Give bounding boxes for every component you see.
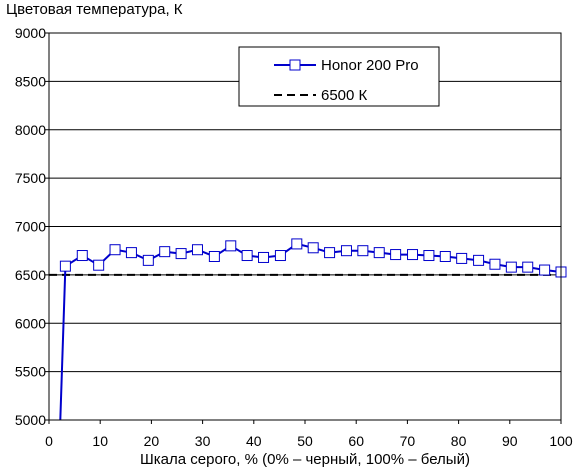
- y-tick-label: 8000: [15, 122, 46, 138]
- data-point-honor-200-pro: [357, 245, 369, 257]
- y-tick-label: 5000: [15, 412, 46, 428]
- data-point-honor-200-pro: [324, 247, 336, 259]
- data-point-honor-200-pro: [125, 247, 137, 259]
- x-tick-label: 90: [502, 433, 518, 449]
- data-point-honor-200-pro: [439, 250, 451, 262]
- data-point-honor-200-pro: [241, 250, 253, 262]
- data-point-honor-200-pro: [59, 260, 71, 272]
- y-axis-tick-labels: 5000 5500 6000 6500 7000 7500 8000 8500 9000: [15, 25, 46, 428]
- data-point-honor-200-pro: [522, 261, 534, 273]
- legend-box: [238, 46, 440, 107]
- data-point-honor-200-pro: [307, 242, 319, 254]
- x-tick-label: 60: [348, 433, 364, 449]
- x-tick-label: 10: [92, 433, 108, 449]
- data-point-honor-200-pro: [258, 251, 270, 263]
- x-axis-label: Шкала серого, % (0% – черный, 100% – бел…: [140, 451, 470, 468]
- chart-title: Цветовая температура, К: [6, 1, 183, 18]
- data-point-honor-200-pro: [109, 244, 121, 256]
- y-tick-label: 6000: [15, 315, 46, 331]
- plot-frame: [48, 32, 562, 421]
- x-tick-label: 80: [451, 433, 467, 449]
- series-honor-200-pro-line: [59, 242, 562, 421]
- data-point-honor-200-pro: [423, 250, 435, 262]
- data-point-honor-200-pro: [191, 244, 203, 256]
- data-point-honor-200-pro: [473, 254, 485, 266]
- series-layer: [49, 238, 567, 421]
- data-point-honor-200-pro: [225, 240, 237, 252]
- data-point-honor-200-pro: [208, 250, 220, 262]
- data-point-honor-200-pro: [159, 246, 171, 258]
- x-axis-tick-labels: 0 10 20 30 40 50 60 70 80 90 100: [45, 433, 573, 449]
- legend-label-6500k: 6500 К: [321, 87, 368, 104]
- data-point-honor-200-pro: [142, 254, 154, 266]
- data-point-honor-200-pro: [291, 238, 303, 250]
- x-tick-label: 30: [195, 433, 211, 449]
- x-tick-label: 20: [144, 433, 160, 449]
- x-tick-label: 50: [297, 433, 313, 449]
- legend-label-honor-200-pro: Honor 200 Pro: [321, 57, 419, 74]
- y-tick-label: 6500: [15, 267, 46, 283]
- legend-marker-honor: [289, 59, 301, 71]
- x-tick-label: 40: [246, 433, 262, 449]
- data-point-honor-200-pro: [373, 247, 385, 259]
- data-point-honor-200-pro: [175, 248, 187, 260]
- data-point-honor-200-pro: [407, 249, 419, 261]
- data-point-honor-200-pro: [456, 252, 468, 264]
- x-tick-label: 70: [400, 433, 416, 449]
- data-point-honor-200-pro: [489, 258, 501, 270]
- x-tick-label: 100: [549, 433, 573, 449]
- y-tick-label: 5500: [15, 364, 46, 380]
- y-tick-label: 9000: [15, 25, 46, 41]
- data-point-honor-200-pro: [76, 250, 88, 262]
- data-point-honor-200-pro: [390, 249, 402, 261]
- y-tick-label: 8500: [15, 73, 46, 89]
- y-tick-label: 7500: [15, 170, 46, 186]
- y-tick-label: 7000: [15, 219, 46, 235]
- data-point-honor-200-pro: [274, 250, 286, 262]
- data-point-honor-200-pro: [539, 264, 551, 276]
- data-point-honor-200-pro: [505, 261, 517, 273]
- data-point-honor-200-pro: [340, 245, 352, 257]
- x-tick-label: 0: [45, 433, 53, 449]
- data-point-honor-200-pro: [93, 259, 105, 271]
- legend: Honor 200 Pro 6500 К: [238, 46, 440, 107]
